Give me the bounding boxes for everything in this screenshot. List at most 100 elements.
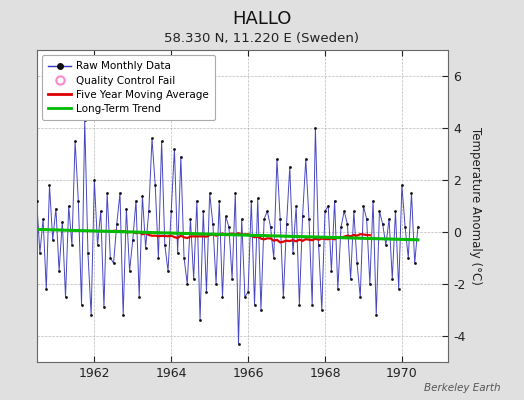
Point: [151, 182, 159, 188]
Point: [407, 190, 416, 196]
Point: [244, 289, 253, 295]
Point: [90, 177, 99, 183]
Point: [74, 198, 82, 204]
Point: [180, 255, 188, 261]
Point: [167, 208, 176, 214]
Point: [45, 182, 53, 188]
Point: [385, 216, 394, 222]
Point: [32, 198, 41, 204]
Point: [78, 302, 86, 308]
Legend: Raw Monthly Data, Quality Control Fail, Five Year Moving Average, Long-Term Tren: Raw Monthly Data, Quality Control Fail, …: [42, 55, 215, 120]
Point: [110, 260, 118, 266]
Point: [353, 260, 361, 266]
Point: [154, 255, 162, 261]
Point: [363, 216, 371, 222]
Point: [356, 294, 364, 300]
Point: [170, 146, 179, 152]
Point: [276, 216, 285, 222]
Point: [273, 156, 281, 162]
Point: [148, 135, 156, 142]
Point: [177, 154, 185, 160]
Point: [404, 255, 412, 261]
Point: [308, 302, 316, 308]
Point: [395, 286, 403, 292]
Point: [113, 221, 121, 227]
Point: [193, 198, 201, 204]
Point: [36, 250, 44, 256]
Point: [375, 208, 384, 214]
Point: [205, 190, 214, 196]
Point: [199, 208, 208, 214]
Point: [225, 224, 233, 230]
Point: [318, 307, 326, 313]
Point: [381, 242, 390, 248]
Point: [116, 190, 124, 196]
Point: [289, 250, 297, 256]
Point: [141, 244, 150, 251]
Point: [302, 156, 310, 162]
Point: [132, 198, 140, 204]
Point: [369, 198, 377, 204]
Point: [334, 286, 342, 292]
Point: [263, 208, 271, 214]
Point: [237, 216, 246, 222]
Point: [269, 255, 278, 261]
Point: [125, 268, 134, 274]
Point: [42, 286, 50, 292]
Point: [96, 208, 105, 214]
Point: [161, 242, 169, 248]
Point: [260, 216, 268, 222]
Point: [414, 224, 422, 230]
Point: [103, 190, 112, 196]
Point: [87, 312, 95, 318]
Point: [250, 302, 259, 308]
Point: [39, 216, 47, 222]
Point: [164, 268, 172, 274]
Point: [71, 138, 79, 144]
Point: [173, 250, 182, 256]
Point: [106, 255, 115, 261]
Point: [215, 198, 223, 204]
Point: [254, 195, 262, 201]
Point: [202, 289, 211, 295]
Point: [337, 224, 345, 230]
Point: [58, 218, 67, 225]
Point: [145, 208, 153, 214]
Point: [292, 203, 300, 209]
Y-axis label: Temperature Anomaly (°C): Temperature Anomaly (°C): [469, 127, 482, 285]
Point: [305, 216, 313, 222]
Point: [266, 224, 275, 230]
Point: [321, 208, 329, 214]
Point: [93, 242, 102, 248]
Point: [119, 312, 127, 318]
Point: [257, 307, 265, 313]
Point: [138, 192, 147, 199]
Point: [219, 294, 227, 300]
Point: [398, 182, 406, 188]
Point: [122, 206, 130, 212]
Point: [231, 190, 239, 196]
Point: [324, 203, 332, 209]
Point: [186, 216, 194, 222]
Point: [228, 276, 236, 282]
Point: [222, 213, 230, 220]
Point: [135, 294, 144, 300]
Text: HALLO: HALLO: [232, 10, 292, 28]
Point: [391, 208, 400, 214]
Point: [196, 317, 204, 324]
Point: [350, 208, 358, 214]
Point: [247, 198, 256, 204]
Text: 58.330 N, 11.220 E (Sweden): 58.330 N, 11.220 E (Sweden): [165, 32, 359, 45]
Point: [183, 281, 191, 287]
Point: [64, 203, 73, 209]
Point: [372, 312, 380, 318]
Point: [331, 198, 339, 204]
Point: [100, 304, 108, 310]
Point: [314, 242, 323, 248]
Point: [84, 250, 92, 256]
Point: [61, 294, 70, 300]
Point: [343, 221, 352, 227]
Point: [311, 125, 320, 131]
Point: [346, 276, 355, 282]
Point: [410, 260, 419, 266]
